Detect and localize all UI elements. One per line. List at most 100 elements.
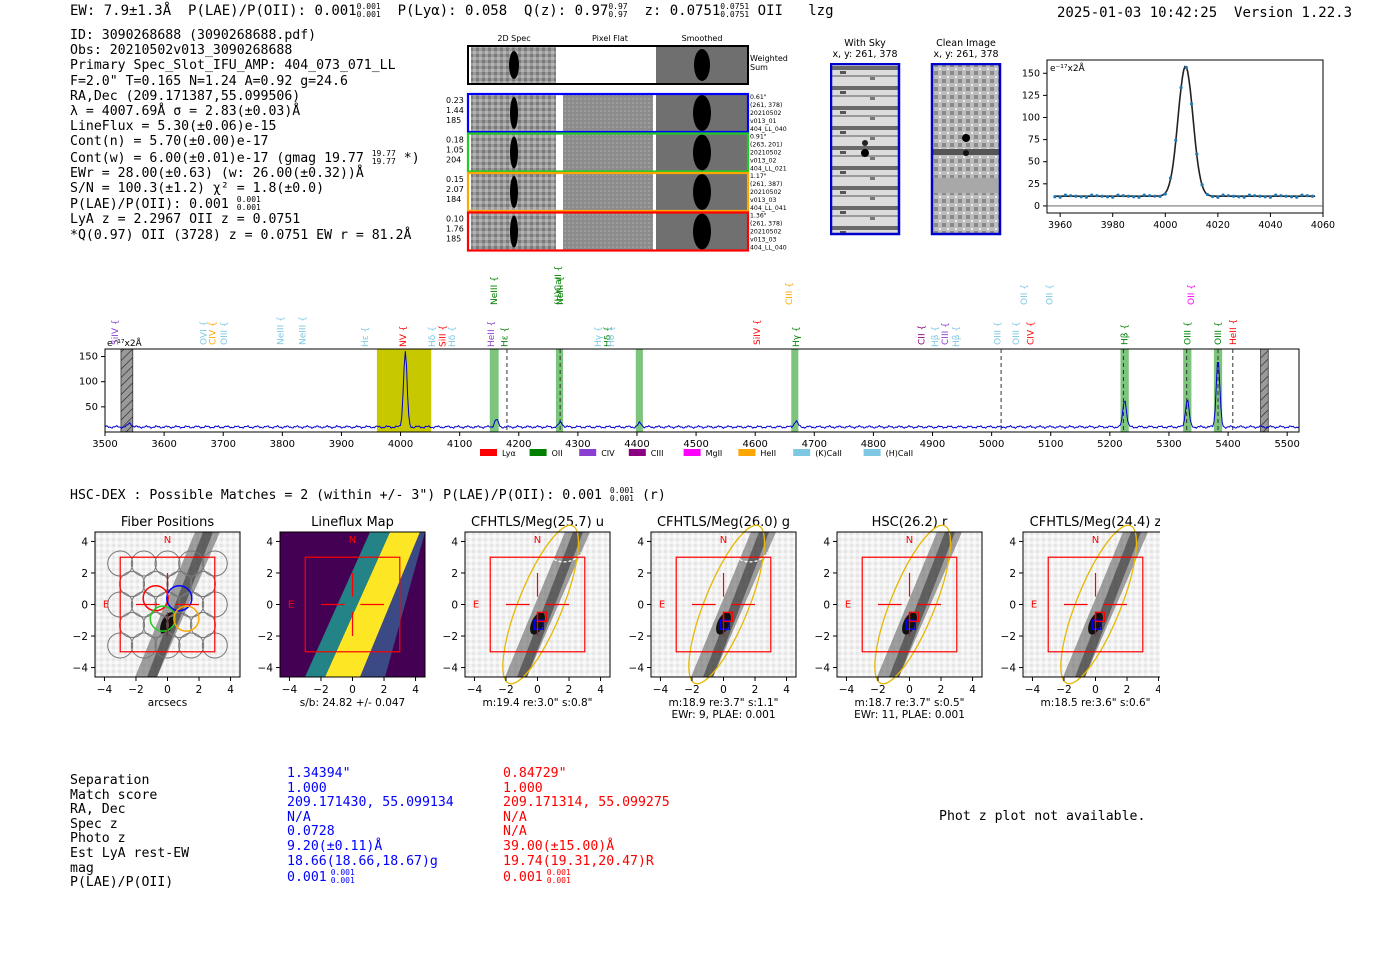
north-label: N xyxy=(1092,535,1099,546)
fit-point xyxy=(1126,194,1131,198)
sub: 0.97 xyxy=(608,10,628,19)
info-ewr: EWr = 28.00(±0.63) (w: 26.00(±0.32))Å xyxy=(70,165,364,181)
match-value: 39.00(±15.00)Å xyxy=(503,838,615,854)
spectrum-xtick-label: 3600 xyxy=(151,439,176,450)
match-label: Est LyA rest-EW xyxy=(70,845,190,861)
fit-unit: e⁻¹⁷x2Å xyxy=(1050,62,1086,74)
panel-ytick-label: 0 xyxy=(1009,600,1016,612)
info-contw-end: *) xyxy=(403,150,420,166)
weighted-sum-label2: Sum xyxy=(750,63,768,72)
info-plae-row: P(LAE)/P(OII): 0.001 0.001 0.001 xyxy=(70,195,420,213)
spectrum-ytick-label: 50 xyxy=(85,402,98,413)
sub: 0.001 xyxy=(546,876,571,886)
spectrum-xtick-label: 5000 xyxy=(979,439,1004,450)
panel-xtick-label: −2 xyxy=(1056,684,1071,696)
match-box-blue xyxy=(905,619,917,630)
cutout-stat: 0.18 xyxy=(446,136,464,145)
search-box xyxy=(675,556,772,653)
panel-ytick-label: −2 xyxy=(443,631,458,643)
spectrum-band-green xyxy=(556,349,564,432)
panel-3: CFHTLS/Meg(26.0) gNE−4 −2 0 2 4420−2−4m:18.9… xyxy=(629,515,797,721)
north-label: N xyxy=(534,535,541,546)
match-value: 209.171430, 55.099134 xyxy=(287,795,454,811)
spectrum-line-label: OIII { xyxy=(1214,321,1224,345)
sup: 0.001 xyxy=(236,195,261,205)
spectrum-line-label: Hβ { xyxy=(1121,324,1131,345)
panel-caption: s/b: 24.82 +/- 0.047 xyxy=(300,697,405,709)
match-value: N/A xyxy=(287,809,311,825)
fit-plot: e⁻¹⁷x2Å 3960 3980 4000 4020 4040 4060 0 25 50 75 1… xyxy=(1022,59,1335,231)
clean-image-header: Clean Image x, y: 261, 378 xyxy=(921,38,1011,60)
photz-message: Phot z plot not available. xyxy=(939,809,1146,824)
legend-swatch xyxy=(480,449,497,456)
fiber-circle-selected xyxy=(142,584,169,612)
sup: 0.001 xyxy=(609,486,634,495)
cutout-stat: 0.10 xyxy=(446,215,464,224)
cutout-pixelflat xyxy=(563,94,653,132)
fiber-circle-selected xyxy=(166,584,193,612)
header-datetime: 2025-01-03 10:42:25 xyxy=(1057,5,1218,21)
cutout-pixelflat xyxy=(563,212,653,251)
fit-xtick-label: 4060 xyxy=(1311,220,1335,231)
cutout-meta: (261, 387) xyxy=(750,181,782,188)
spectrum-line-label: Hδ { xyxy=(607,326,617,347)
panel-xtick-label: 2 xyxy=(938,684,945,696)
match-label: RA, Dec xyxy=(70,802,126,818)
spectrum-line-label: OII { xyxy=(1046,284,1056,305)
legend-label: HeII xyxy=(760,449,776,458)
spectrum-frame xyxy=(104,348,1300,433)
fit-point xyxy=(1310,194,1315,198)
legend-swatch xyxy=(683,449,701,456)
north-label: N xyxy=(349,535,356,546)
match-value: 0.84729" xyxy=(503,766,567,781)
panel-xtick-label: 4 xyxy=(969,684,976,696)
fit-point xyxy=(1289,195,1294,199)
fit-point xyxy=(1074,194,1078,198)
fiber-circle xyxy=(166,611,193,638)
panel-xtick-label: 0 xyxy=(906,684,913,696)
header-ew: EW: 7.9±1.3Å xyxy=(70,3,172,19)
cutout-meta: (261, 378) xyxy=(750,221,782,228)
spectrum-band-green xyxy=(489,349,499,432)
spectrum-line-label: SiII { xyxy=(439,325,449,347)
image-panels: Fiber Positions N E −4 −2 0 2 4 4 2 0 −2 −4 arcsecs Li… xyxy=(73,515,1160,721)
panel-ytick-label: −4 xyxy=(258,663,274,675)
with-sky-title: With Sky xyxy=(844,38,886,49)
match-value: 1.34394" xyxy=(287,766,351,781)
hsc-band: (r) xyxy=(641,488,666,503)
sup: 0.001 xyxy=(330,868,355,878)
fit-point xyxy=(1205,192,1209,197)
fit-point xyxy=(1095,194,1099,198)
spectrum-line-label: NeIII { xyxy=(298,316,308,345)
cutout-pixelflat xyxy=(563,173,653,211)
info-obs: Obs: 20210502v013_3090268688 xyxy=(70,43,293,59)
fit-xtick-label: 4040 xyxy=(1258,220,1282,231)
legend-swatch xyxy=(579,449,597,456)
header-line: OII xyxy=(757,3,783,19)
match-value: 9.20(±0.11)Å xyxy=(287,838,383,854)
match-red-column: 0.84729" 1.000 209.171314, 55.099275 N/A N/A… xyxy=(503,766,670,886)
legend-label: OII xyxy=(552,449,563,458)
spectrum-line-label: CIV { xyxy=(1027,321,1037,345)
fit-point xyxy=(1090,193,1094,197)
fit-point xyxy=(1174,138,1178,142)
spectrum-xtick-label: 3700 xyxy=(210,439,235,450)
header-z: z: 0.0751 xyxy=(644,3,721,19)
spectrum-line-label: CIII { xyxy=(785,282,795,305)
fiber-circle-selected xyxy=(149,605,177,632)
match-value: 18.66(18.66,18.67)g xyxy=(287,853,438,869)
fit-point xyxy=(1295,195,1299,199)
panel-xtick-label: 2 xyxy=(566,684,573,696)
cutout-stat: 0.23 xyxy=(446,96,464,105)
panel-xtick-label: −4 xyxy=(282,684,298,696)
info-slot: Primary Spec_Slot_IFU_AMP: 404_073_071_L… xyxy=(70,58,396,74)
fit-point xyxy=(1105,195,1110,199)
spectrum-xtick-label: 5100 xyxy=(1038,439,1063,450)
cutout-blob xyxy=(693,174,711,210)
cutout-meta: v013_02 xyxy=(750,158,777,165)
fiber-circle xyxy=(130,550,157,577)
match-label: P(LAE)/P(OII) xyxy=(70,875,174,891)
info-contw-row: Cont(w) = 6.00(±0.01)e-17 (gmag 19.77 19… xyxy=(70,149,420,166)
fit-point xyxy=(1153,194,1157,198)
